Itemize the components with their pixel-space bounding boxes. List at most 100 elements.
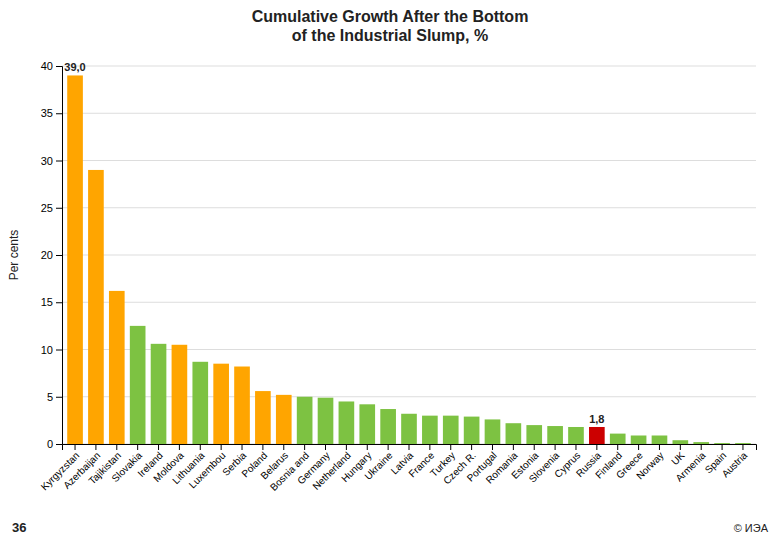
x-tick-mark <box>283 444 284 450</box>
x-tick-mark <box>158 444 159 450</box>
y-tick: 10 <box>41 344 62 356</box>
x-tick-mark <box>200 444 201 450</box>
y-tick-label: 10 <box>41 344 53 356</box>
x-tick: UK <box>669 444 687 467</box>
y-tick-mark <box>56 397 62 398</box>
y-tick-mark <box>56 161 62 162</box>
x-tick-mark <box>409 444 410 450</box>
x-tick-mark <box>242 444 243 450</box>
x-tick-mark <box>367 444 368 450</box>
value-label: 39,0 <box>64 61 85 73</box>
value-labels: 39,0 1,8 <box>64 61 604 425</box>
bar <box>422 416 438 444</box>
x-tick-mark <box>617 444 618 450</box>
bar <box>735 443 751 444</box>
grid-line <box>62 113 756 114</box>
y-tick-label: 30 <box>41 155 53 167</box>
y-tick-mark <box>56 302 62 303</box>
bar <box>109 291 125 444</box>
y-tick: 35 <box>41 107 62 119</box>
grid-line <box>62 302 756 303</box>
bar <box>359 404 375 444</box>
bar <box>631 435 647 444</box>
y-tick-mark <box>56 208 62 209</box>
bar <box>610 434 626 444</box>
y-tick-mark <box>56 113 62 114</box>
x-tick: Armenia <box>673 444 707 484</box>
x-tick: Austria <box>720 444 750 479</box>
x-tick-mark <box>638 444 639 450</box>
x-tick-mark <box>388 444 389 450</box>
bar <box>276 395 292 444</box>
x-tick-mark <box>325 444 326 450</box>
bar <box>568 427 584 444</box>
y-axis-line <box>56 67 63 445</box>
x-tick-mark <box>534 444 535 450</box>
y-tick-mark <box>56 66 62 67</box>
bar <box>380 409 396 444</box>
x-tick-mark <box>492 444 493 450</box>
bar <box>652 435 668 444</box>
bar <box>693 442 709 444</box>
grid-line <box>62 255 756 256</box>
x-tick-mark <box>680 444 681 450</box>
x-tick-mark <box>450 444 451 450</box>
x-tick-mark <box>722 444 723 450</box>
x-tick-mark <box>513 444 514 450</box>
grid-line <box>62 207 756 208</box>
x-tick-mark <box>471 444 472 450</box>
bar <box>297 397 313 444</box>
x-tick-mark <box>659 444 660 450</box>
x-tick-mark <box>262 444 263 450</box>
value-label: 1,8 <box>589 413 604 425</box>
x-tick-mark <box>596 444 597 450</box>
y-tick-label: 15 <box>41 296 53 308</box>
y-tick: 5 <box>47 391 62 403</box>
x-tick-mark <box>304 444 305 450</box>
bar <box>506 423 522 444</box>
chart: Cumulative Growth After the Bottomof the… <box>0 0 780 540</box>
y-tick: 30 <box>41 155 62 167</box>
y-axis: 0510152025303540 <box>41 60 63 450</box>
y-tick-label: 0 <box>47 438 53 450</box>
bar <box>318 398 334 444</box>
y-tick-label: 20 <box>41 249 53 261</box>
x-tick-mark <box>179 444 180 450</box>
bar <box>213 364 229 444</box>
x-axis: KyrgyzstanAzerbaijanTajikistanSlovakiaIr… <box>39 444 757 493</box>
bar <box>255 391 271 444</box>
y-tick-mark <box>56 444 62 445</box>
y-tick-label: 25 <box>41 202 53 214</box>
x-tick-label: Ukraine <box>362 449 394 481</box>
bar <box>234 367 250 444</box>
x-tick: Slovakia <box>110 444 145 484</box>
y-axis-label: Per cents <box>7 230 21 281</box>
bar <box>714 443 730 444</box>
bar <box>67 75 83 444</box>
bar <box>547 426 563 444</box>
y-tick: 0 <box>47 438 62 450</box>
x-tick-mark <box>742 444 743 450</box>
x-tick-mark <box>221 444 222 450</box>
bar <box>88 170 104 444</box>
x-tick-mark <box>555 444 556 450</box>
bars <box>67 75 751 444</box>
grid <box>62 66 756 444</box>
y-tick: 20 <box>41 249 62 261</box>
x-tick: Ukraine <box>362 444 394 482</box>
bar <box>339 401 355 444</box>
x-tick: Luxembou <box>187 444 228 490</box>
x-tick: Slovenia <box>527 444 562 485</box>
bar <box>130 326 146 444</box>
x-axis-line <box>63 445 757 451</box>
bar <box>192 362 208 444</box>
x-tick-label: Austria <box>720 449 750 479</box>
plot: 0510152025303540KyrgyzstanAzerbaijanTaji… <box>39 60 757 493</box>
y-tick: 15 <box>41 296 62 308</box>
bar <box>464 417 480 444</box>
y-tick: 25 <box>41 202 62 214</box>
bar <box>401 414 417 444</box>
title-line: Cumulative Growth After the Bottom <box>252 8 529 25</box>
y-tick-mark <box>56 350 62 351</box>
y-tick-label: 5 <box>47 391 53 403</box>
